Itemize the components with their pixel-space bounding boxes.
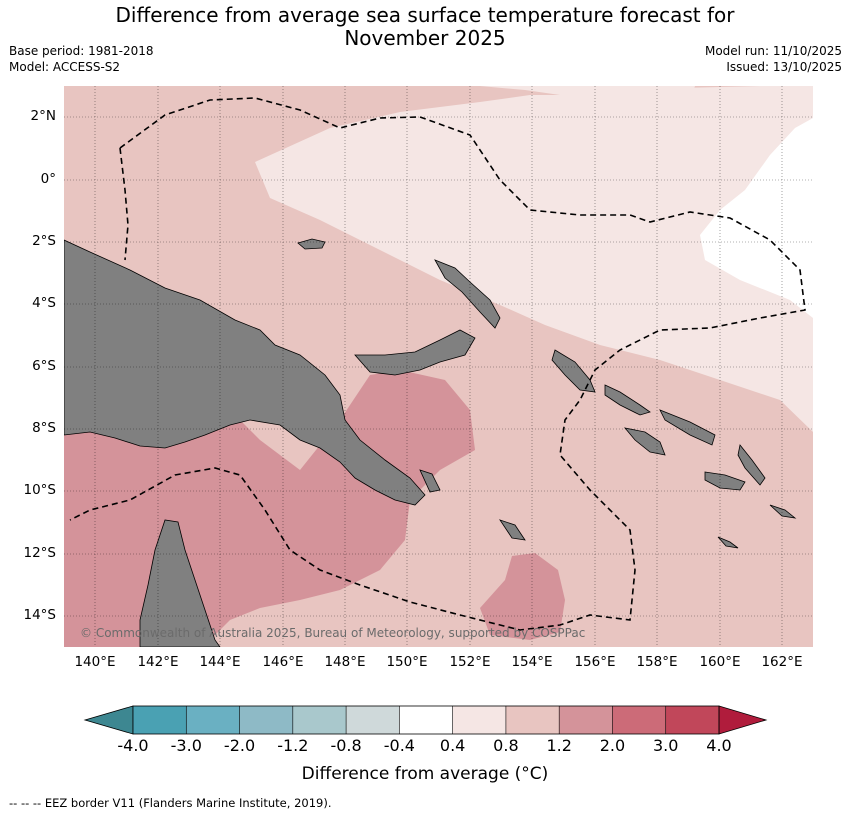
lon-label: 154°E (511, 654, 553, 670)
lat-label: 12°S (23, 545, 57, 561)
model-run: Model run: 11/10/2025 (704, 44, 842, 58)
colorbar-tick-label: -0.8 (330, 736, 362, 755)
meta-left: Base period: 1981-2018 Model: ACCESS-S2 (9, 43, 154, 75)
colorbar-segment (612, 706, 667, 734)
colorbar-label: Difference from average (°C) (301, 764, 549, 784)
colorbar-segment (399, 706, 454, 734)
lon-label: 148°E (324, 654, 366, 670)
colorbar-tick-label: 3.0 (652, 736, 679, 755)
colorbar-tick-label: -4.0 (117, 736, 149, 755)
anomaly-white (700, 118, 813, 318)
colorbar-tick-label: -0.4 (383, 736, 415, 755)
colorbar-segment (186, 706, 241, 734)
lon-label: 158°E (636, 654, 678, 670)
issued-date: Issued: 13/10/2025 (726, 60, 842, 74)
model-name: Model: ACCESS-S2 (9, 60, 121, 74)
lon-label: 156°E (574, 654, 616, 670)
solomon-3 (623, 427, 666, 456)
colorbar-tick-label: 0.4 (439, 736, 466, 755)
land (64, 238, 797, 647)
colorbar-tick-label: 2.0 (599, 736, 626, 755)
colorbar-tick-label: -2.0 (223, 736, 256, 755)
solomon-5 (704, 471, 746, 491)
base-period: Base period: 1981-2018 (9, 44, 154, 58)
map-area (64, 86, 813, 647)
solomon-1 (604, 384, 651, 416)
colorbar-segment (452, 706, 507, 734)
lat-label: 14°S (23, 607, 57, 623)
louisiade (499, 519, 526, 541)
lon-label: 150°E (386, 654, 428, 670)
colorbar-segment (505, 706, 560, 734)
colorbar-tick-label: -1.2 (277, 736, 309, 755)
lat-label: 0° (40, 171, 56, 187)
lon-label: 146°E (262, 654, 304, 670)
new-ireland (434, 259, 501, 329)
new-britain (354, 329, 476, 376)
colorbar-segment (133, 706, 187, 734)
colorbar-tick-label: -3.0 (170, 736, 202, 755)
lon-label: 142°E (137, 654, 179, 670)
lon-label: 152°E (449, 654, 491, 670)
colorbar-tick-label: 1.2 (546, 736, 572, 755)
lat-label: 2°S (32, 233, 56, 249)
colorbar-extend-low (83, 705, 134, 735)
anomaly-0-4-0-8-east (255, 86, 813, 432)
colorbar-tick-label: 0.8 (493, 736, 519, 755)
map-title: Difference from average sea surface temp… (0, 4, 850, 50)
lat-label: 6°S (32, 358, 56, 374)
lat-label: 10°S (23, 482, 57, 498)
footer-note: -- -- -- EEZ border V11 (Flanders Marine… (9, 796, 332, 810)
colorbar (83, 705, 768, 735)
colorbar-segment (346, 706, 400, 734)
copyright-notice: © Commonwealth of Australia 2025, Bureau… (80, 626, 586, 640)
colorbar-extend-high (718, 705, 768, 735)
meta-right: Model run: 11/10/2025 Issued: 13/10/2025 (705, 43, 842, 75)
new-guinea (64, 239, 426, 506)
anomaly-1-2-2-0-south (480, 553, 565, 640)
colorbar-segment (292, 706, 347, 734)
solomon-4 (737, 444, 766, 486)
solomon-2 (659, 409, 716, 446)
colorbar-outline (132, 705, 720, 735)
lon-label: 144°E (199, 654, 241, 670)
grid (64, 86, 813, 647)
manus (297, 238, 326, 250)
title-line-2: November 2025 (344, 26, 506, 50)
cape-york (139, 519, 221, 647)
colorbar-segment (559, 706, 613, 734)
eez-border (69, 97, 806, 631)
colorbar-segment (239, 706, 294, 734)
lon-label: 160°E (699, 654, 741, 670)
rennell (769, 504, 797, 519)
title-line-1: Difference from average sea surface temp… (115, 3, 735, 27)
lat-label: 2°N (30, 108, 56, 124)
colorbar-tick-label: 4.0 (706, 736, 732, 755)
bougainville (551, 349, 596, 393)
lat-label: 8°S (32, 420, 56, 436)
dentrecasteaux (419, 469, 441, 493)
lon-label: 162°E (761, 654, 803, 670)
lon-label: 140°E (74, 654, 116, 670)
colorbar-segment (665, 706, 720, 734)
lat-label: 4°S (32, 295, 56, 311)
tagula (717, 536, 739, 549)
